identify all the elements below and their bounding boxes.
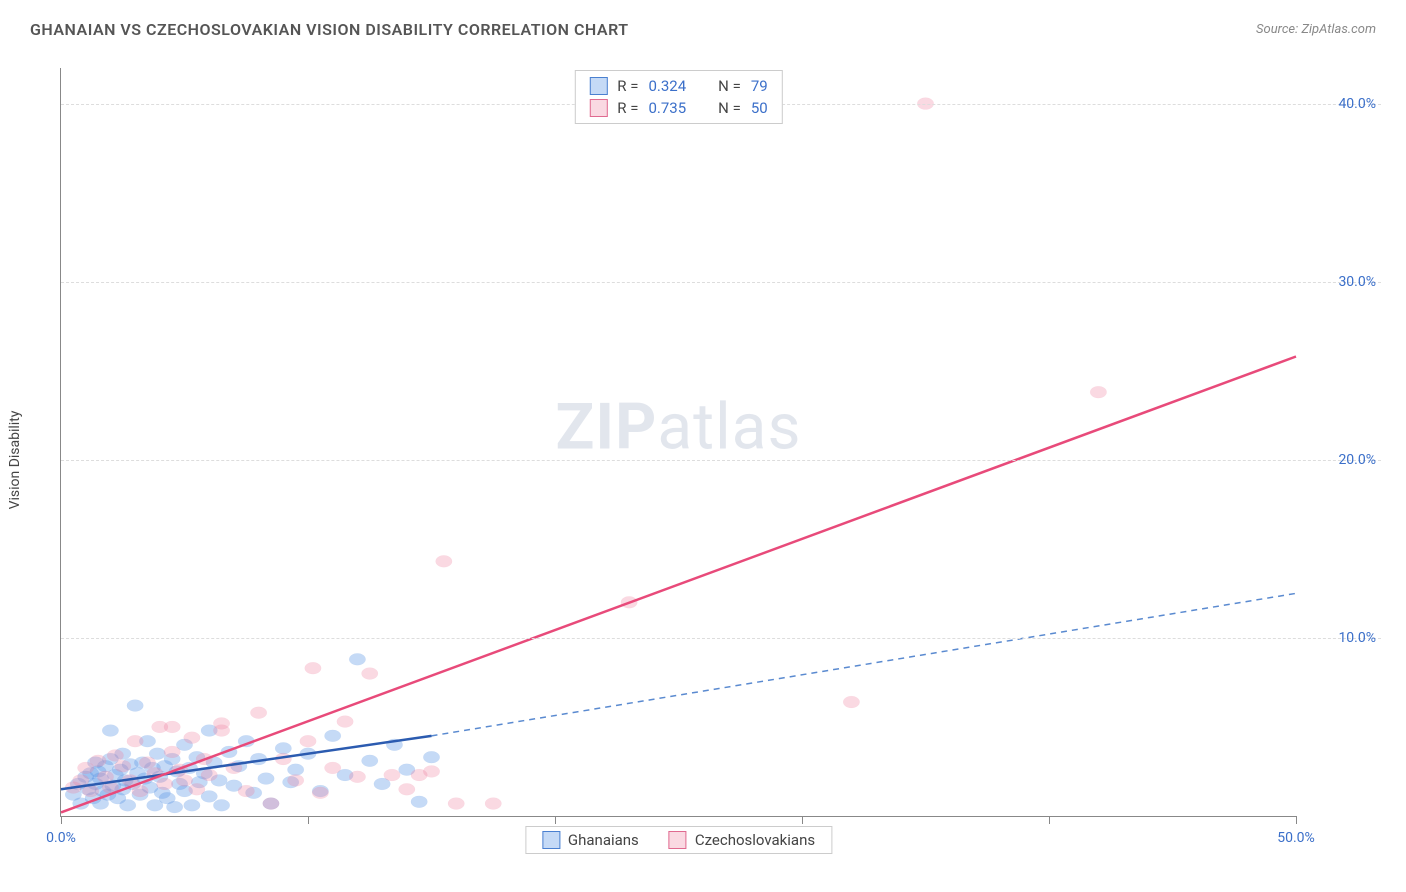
data-point <box>164 746 180 758</box>
source-attribution: Source: ZipAtlas.com <box>1256 22 1376 37</box>
data-point <box>213 799 229 811</box>
data-point <box>349 771 365 783</box>
trend-line-extrapolated <box>432 593 1297 735</box>
x-tick <box>61 816 62 824</box>
series-czechoslovakians <box>65 98 1107 810</box>
data-point <box>127 700 143 712</box>
data-point <box>132 785 148 797</box>
data-point <box>119 799 135 811</box>
data-point <box>362 668 378 680</box>
data-point <box>305 662 321 674</box>
legend-r-value: 0.324 <box>648 77 686 95</box>
legend-correlation-row: R = 0.324 N = 79 <box>589 75 767 97</box>
legend-correlation-row: R = 0.735 N = 50 <box>589 97 767 119</box>
data-point <box>164 721 180 733</box>
chart-title: GHANAIAN VS CZECHOSLOVAKIAN VISION DISAB… <box>30 20 629 39</box>
gridline <box>61 282 1381 283</box>
data-point <box>448 798 464 810</box>
data-point <box>423 766 439 778</box>
x-tick <box>1049 816 1050 824</box>
data-point <box>90 755 106 767</box>
data-point <box>139 757 155 769</box>
data-point <box>399 783 415 795</box>
data-point <box>184 799 200 811</box>
data-point <box>337 716 353 728</box>
x-tick-label: 50.0% <box>1277 830 1315 846</box>
data-point <box>300 735 316 747</box>
legend-n-value: 79 <box>751 77 768 95</box>
x-tick <box>555 816 556 824</box>
y-tick-label: 20.0% <box>1338 452 1376 468</box>
data-point <box>485 798 501 810</box>
data-point <box>157 778 173 790</box>
legend-correlation: R = 0.324 N = 79 R = 0.735 N = 50 <box>574 70 782 124</box>
legend-n-label: N = <box>718 77 741 95</box>
legend-swatch <box>669 831 687 849</box>
legend-r-value: 0.735 <box>648 99 686 117</box>
data-point <box>843 696 859 708</box>
data-point <box>349 653 365 665</box>
data-point <box>102 725 118 737</box>
data-point <box>362 755 378 767</box>
y-tick-label: 30.0% <box>1338 274 1376 290</box>
y-tick-label: 40.0% <box>1338 96 1376 112</box>
data-point <box>176 774 192 786</box>
data-point <box>238 785 254 797</box>
data-point <box>189 783 205 795</box>
legend-swatch <box>589 77 607 95</box>
data-point <box>250 707 266 719</box>
data-point <box>287 764 303 776</box>
data-point <box>287 774 303 786</box>
legend-series-label: Czechoslovakians <box>695 831 815 849</box>
data-point <box>127 735 143 747</box>
data-point <box>213 717 229 729</box>
legend-swatch <box>589 99 607 117</box>
x-tick <box>802 816 803 824</box>
scatter-plot-svg <box>61 68 1296 816</box>
data-point <box>166 801 182 813</box>
data-point <box>184 732 200 744</box>
data-point <box>312 787 328 799</box>
x-tick <box>1296 816 1297 824</box>
trend-line <box>61 357 1296 813</box>
legend-series-label: Ghanaians <box>568 831 639 849</box>
gridline <box>61 638 1381 639</box>
legend-n-value: 50 <box>751 99 768 117</box>
data-point <box>324 762 340 774</box>
data-point <box>263 798 279 810</box>
chart-container: Vision Disability ZIPatlas R =0.324N =79… <box>50 58 1381 862</box>
x-tick-label: 0.0% <box>46 830 76 846</box>
y-tick-label: 10.0% <box>1338 630 1376 646</box>
legend-r-label: R = <box>617 77 638 95</box>
data-point <box>411 796 427 808</box>
data-point <box>107 750 123 762</box>
legend-series-item: Ghanaians <box>542 831 639 849</box>
data-point <box>436 555 452 567</box>
data-point <box>115 760 131 772</box>
data-point <box>1090 386 1106 398</box>
data-point <box>258 773 274 785</box>
y-axis-label: Vision Disability <box>7 411 23 510</box>
data-point <box>275 742 291 754</box>
plot-area: ZIPatlas R =0.324N =79R =0.735N =50 Ghan… <box>60 68 1296 817</box>
x-tick <box>308 816 309 824</box>
legend-swatch <box>542 831 560 849</box>
legend-r-label: R = <box>617 99 638 117</box>
data-point <box>324 730 340 742</box>
legend-series-item: Czechoslovakians <box>669 831 815 849</box>
data-point <box>384 769 400 781</box>
legend-n-label: N = <box>718 99 741 117</box>
data-point <box>201 769 217 781</box>
gridline <box>61 460 1381 461</box>
legend-series: Ghanaians Czechoslovakians <box>525 826 832 854</box>
data-point <box>423 751 439 763</box>
